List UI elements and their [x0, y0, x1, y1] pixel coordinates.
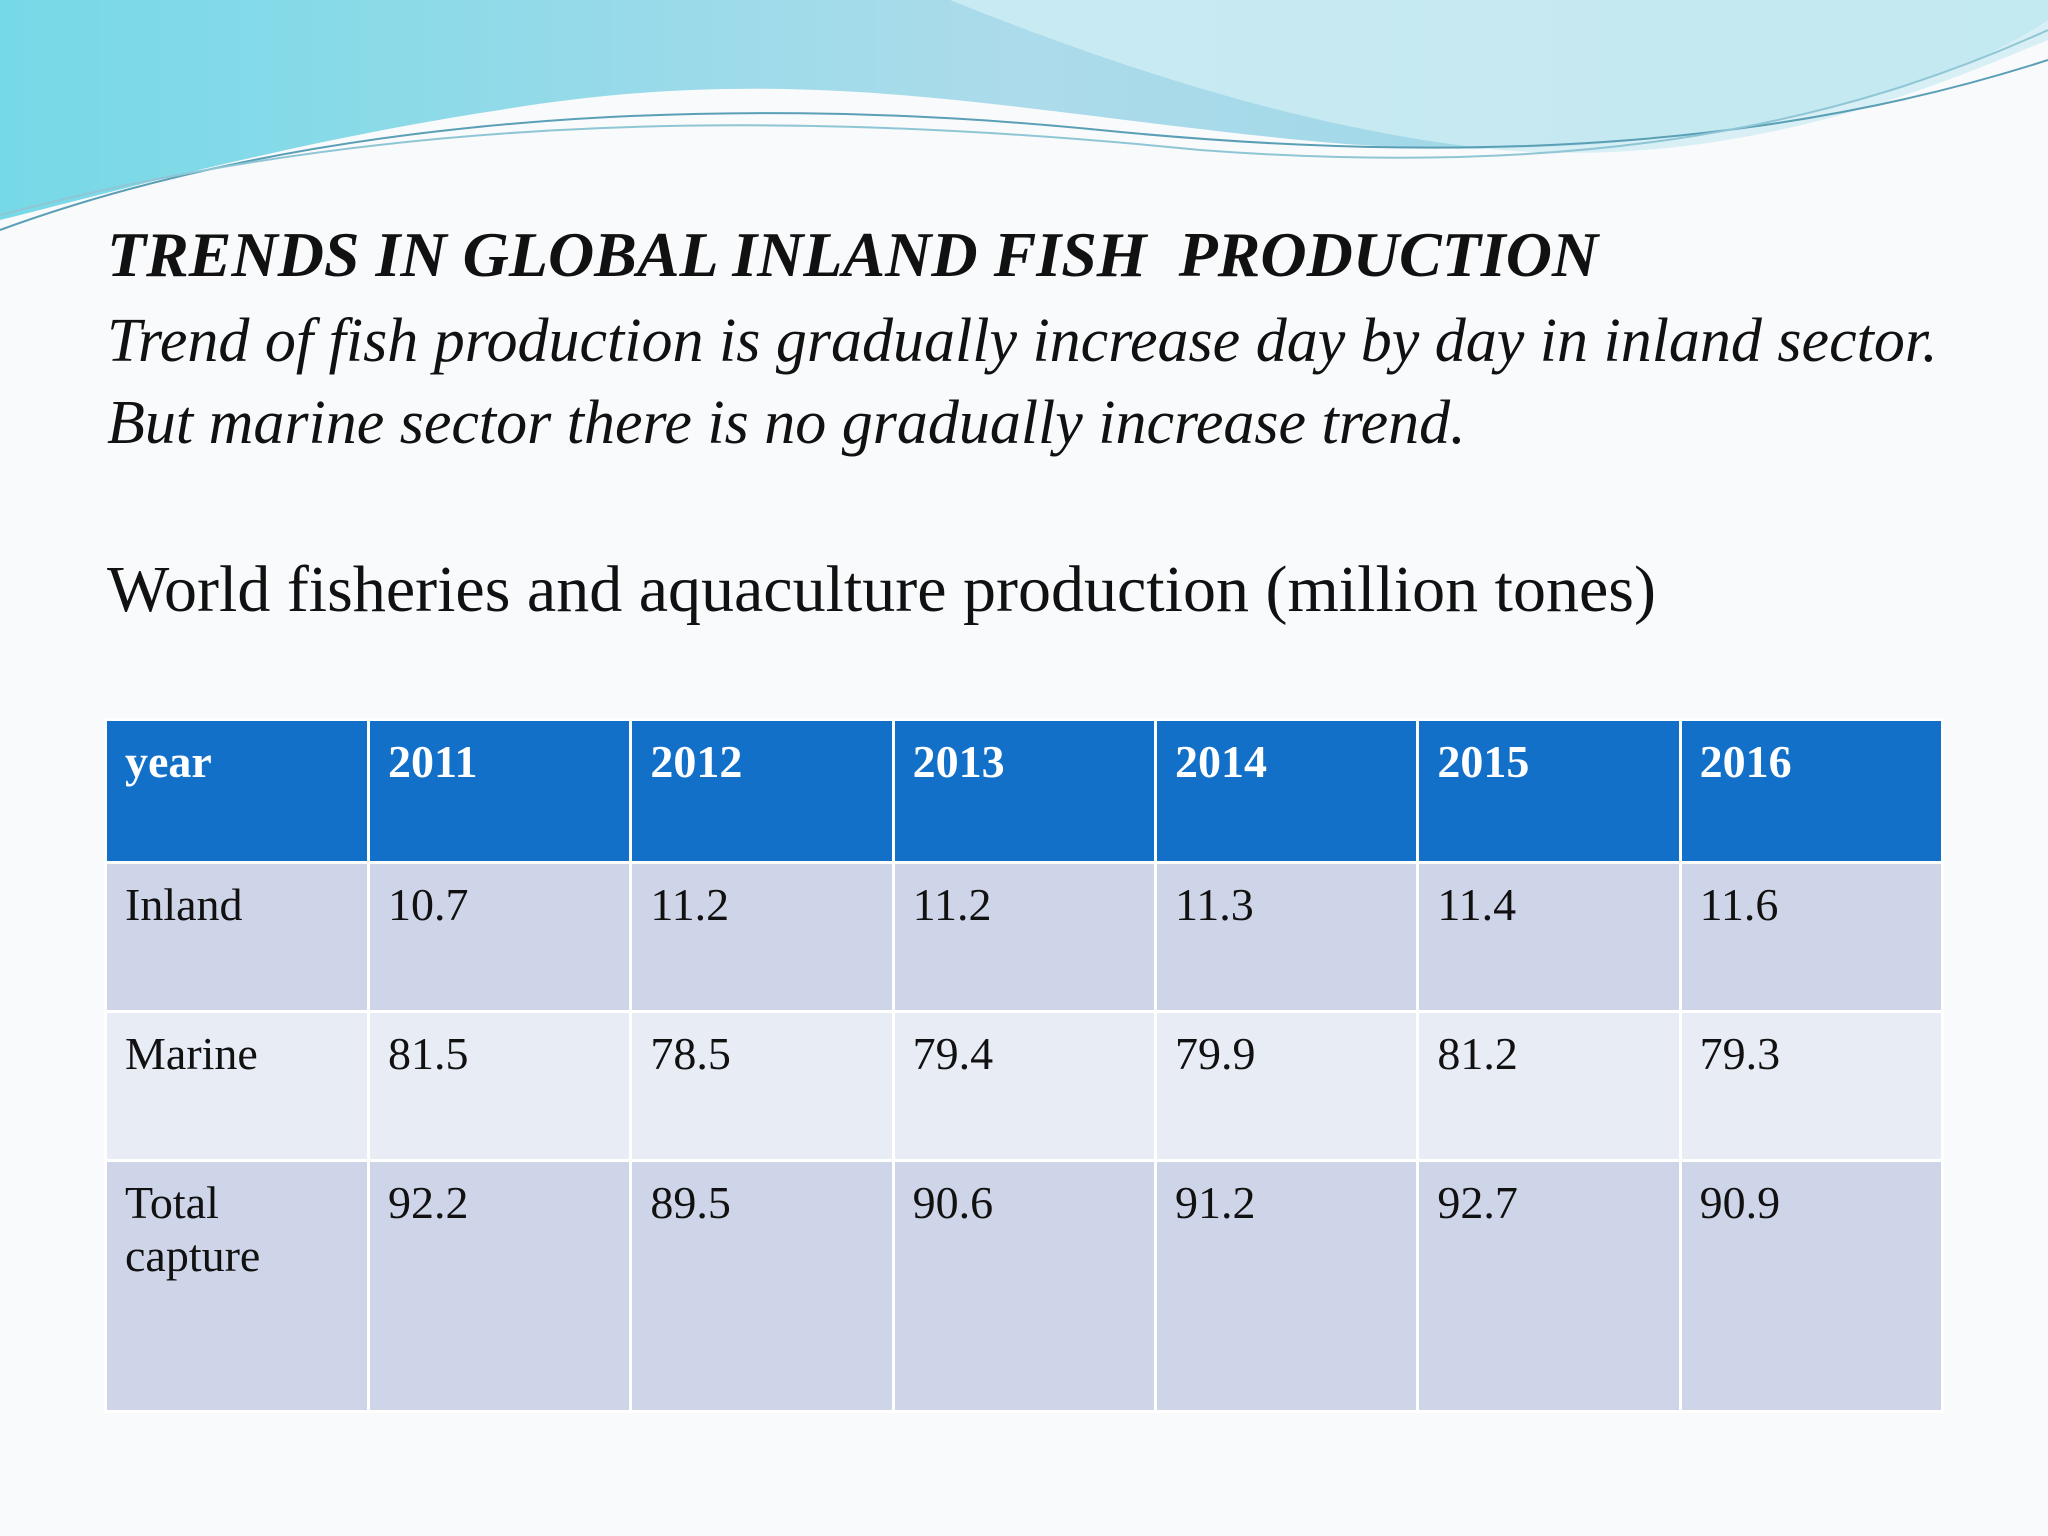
slide-title: TRENDS IN GLOBAL INLAND FISH PRODUCTION — [107, 219, 1599, 290]
table-cell: 81.2 — [1416, 1010, 1682, 1162]
table-row: Total capture 92.2 89.5 90.6 91.2 92.7 90.9 — [104, 1159, 1945, 1413]
table-cell: 89.5 — [629, 1159, 895, 1413]
header-row: year 2011 2012 2013 2014 2015 2016 — [104, 718, 1945, 864]
table-cell: 90.6 — [891, 1159, 1157, 1413]
table-cell: 90.9 — [1678, 1159, 1945, 1413]
table-row: Marine 81.5 78.5 79.4 79.9 81.2 79.3 — [104, 1010, 1945, 1162]
table-cell: 11.4 — [1416, 861, 1682, 1013]
header-cell: 2014 — [1153, 718, 1420, 864]
table-cell: 91.2 — [1153, 1159, 1420, 1413]
production-table: year 2011 2012 2013 2014 2015 2016 Inland 10.7 1… — [104, 718, 1945, 1413]
header-cell: 2013 — [891, 718, 1157, 864]
table-cell: 78.5 — [629, 1010, 895, 1162]
description: Trend of fish production is gradually in… — [107, 307, 1938, 457]
row-label: Marine — [104, 1010, 370, 1162]
table-cell: 81.5 — [366, 1010, 633, 1162]
row-label: Total capture — [104, 1159, 370, 1413]
table-body: Inland 10.7 11.2 11.2 11.3 11.4 11.6 Marine 81.5… — [104, 861, 1945, 1413]
table-cell: 79.3 — [1678, 1010, 1945, 1162]
header-cell: 2015 — [1416, 718, 1682, 864]
table-cell: 79.9 — [1153, 1010, 1420, 1162]
table-cell: 11.6 — [1678, 861, 1945, 1013]
header-cell: year — [104, 718, 370, 864]
header-cell: 2011 — [366, 718, 633, 864]
table-cell: 92.2 — [366, 1159, 633, 1413]
table-caption: World fisheries and aquaculture producti… — [107, 553, 1656, 626]
header-cell: 2012 — [629, 718, 895, 864]
table-cell: 10.7 — [366, 861, 633, 1013]
table-cell: 11.3 — [1153, 861, 1420, 1013]
header-cell: 2016 — [1678, 718, 1945, 864]
table-cell: 11.2 — [891, 861, 1157, 1013]
table-cell: 79.4 — [891, 1010, 1157, 1162]
table-row: Inland 10.7 11.2 11.2 11.3 11.4 11.6 — [104, 861, 1945, 1013]
table-cell: 92.7 — [1416, 1159, 1682, 1413]
wave-decoration — [0, 0, 2048, 231]
row-label: Inland — [104, 861, 370, 1013]
table-cell: 11.2 — [629, 861, 895, 1013]
